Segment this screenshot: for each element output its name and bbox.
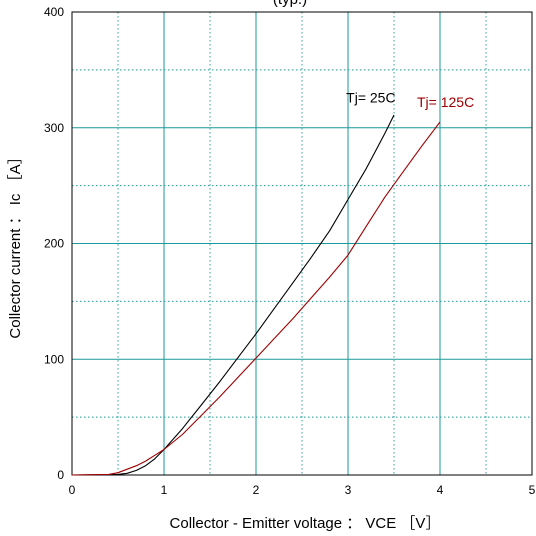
chart-title: (typ.) [273, 0, 307, 8]
x-axis-label: Collector - Emitter voltage ： VCE ［V］ [170, 515, 441, 532]
y-tick-label: 0 [57, 468, 64, 482]
plot-frame [71, 11, 533, 476]
series-label-tj25: Tj= 25C [346, 89, 395, 105]
y-tick-label: 100 [44, 352, 64, 366]
x-tick-label: 2 [253, 483, 260, 497]
y-tick-label: 400 [44, 5, 64, 19]
grid [72, 12, 532, 475]
series-line-tj125 [71, 121, 441, 476]
x-tick-label: 4 [437, 483, 444, 497]
series-labels: Tj= 25C Tj= 125C [346, 89, 474, 110]
x-tick-label: 5 [529, 483, 536, 497]
series-label-tj125: Tj= 125C [417, 94, 474, 110]
series [71, 114, 441, 476]
x-tick-label: 1 [161, 483, 168, 497]
y-tick-label: 200 [44, 237, 64, 251]
series-line-tj25 [71, 114, 395, 476]
tick-labels: 0 1 2 3 4 5 0 100 200 300 400 [44, 5, 536, 497]
x-tick-label: 0 [69, 483, 76, 497]
x-tick-label: 3 [345, 483, 352, 497]
y-axis-label: Collector current ： Ic ［A］ [7, 149, 24, 338]
y-tick-label: 300 [44, 121, 64, 135]
